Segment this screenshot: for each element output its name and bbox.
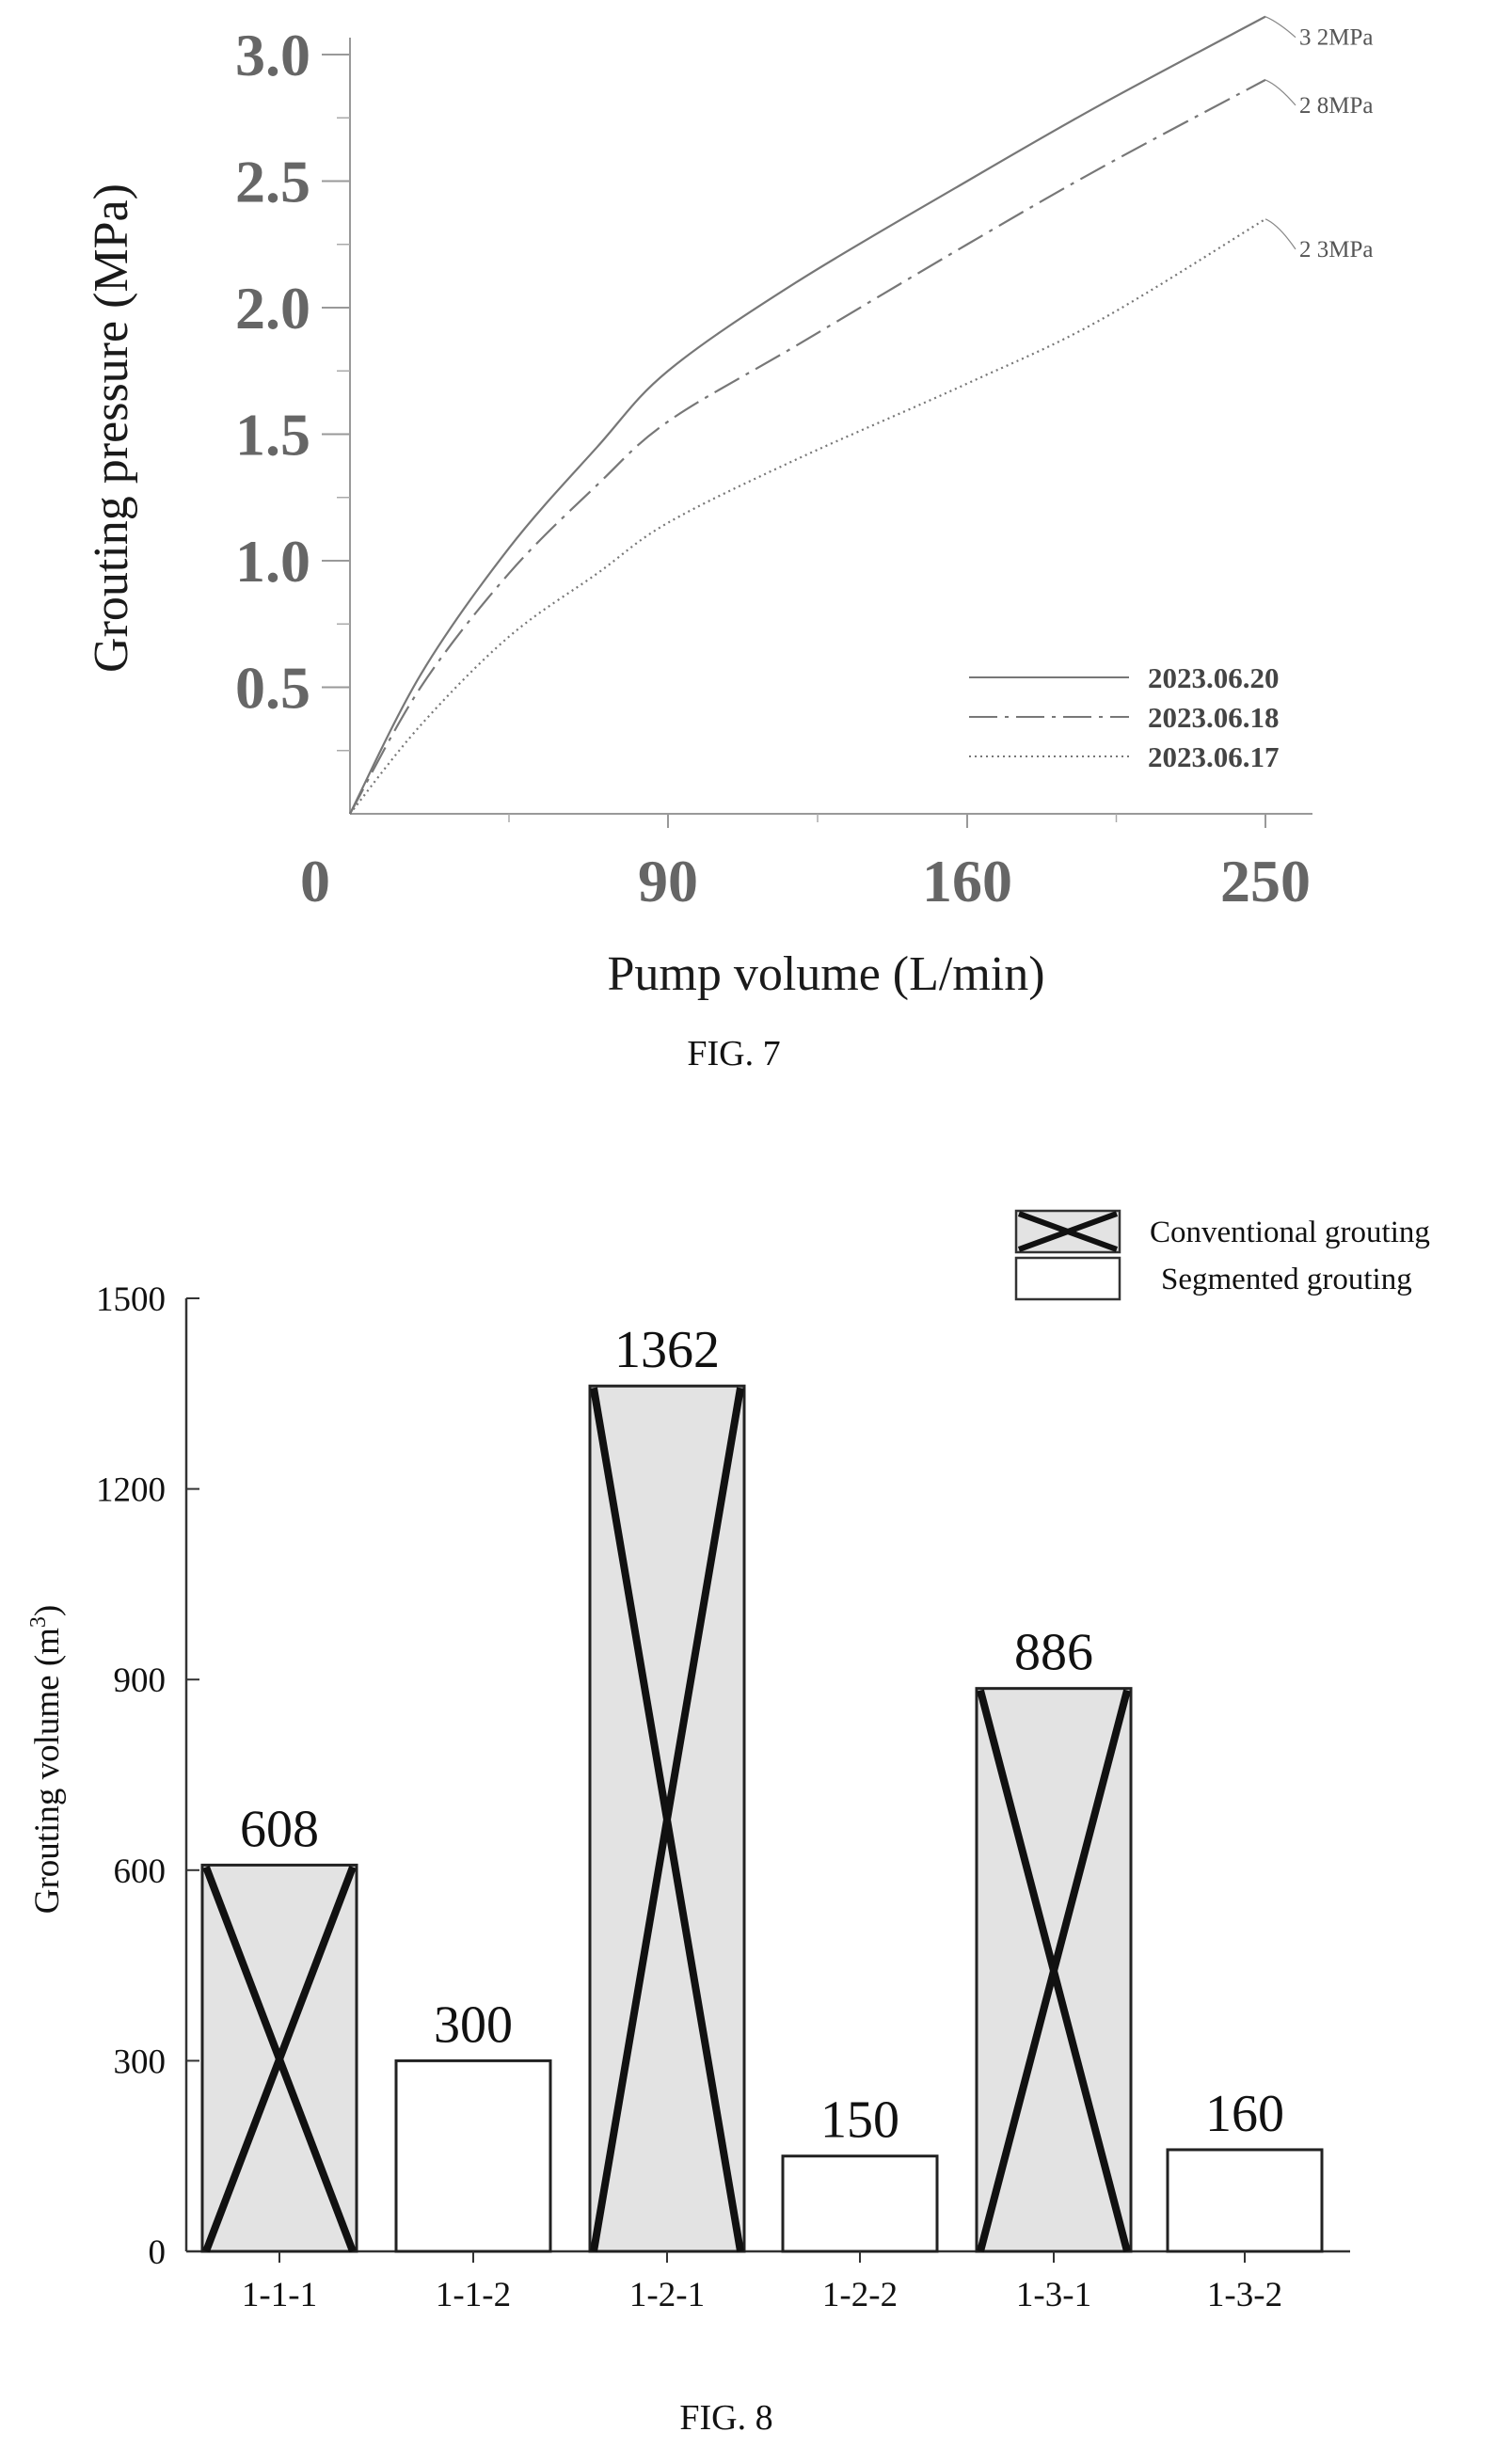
fig7-x-ticks: 0 90 160 250 bbox=[300, 814, 1311, 914]
fig8-y-tick-label: 1200 bbox=[96, 1471, 166, 1510]
fig8-y-axis-label-end: ) bbox=[28, 1605, 67, 1616]
fig8-y-tick-label: 300 bbox=[114, 2043, 167, 2081]
fig7-x-tick-label: 160 bbox=[922, 848, 1012, 914]
fig7-series-line bbox=[349, 78, 1266, 815]
fig8-legend-label: Segmented grouting bbox=[1161, 1263, 1412, 1296]
fig7-y-tick-label: 1.0 bbox=[235, 528, 310, 595]
fig8-x-ticks: 1-1-1 1-1-2 1-2-1 1-2-2 1-3-1 1-3-2 bbox=[242, 2251, 1282, 2314]
fig7-legend: 2023.06.20 2023.06.18 2023.06.17 bbox=[969, 661, 1280, 773]
fig8-x-tick-label: 1-2-1 bbox=[629, 2276, 705, 2314]
fig7-y-axis-label: Grouting pressure (MPa) bbox=[85, 183, 138, 673]
fig8-x-tick-label: 1-1-1 bbox=[242, 2276, 317, 2314]
fig8-legend-cross bbox=[1017, 1211, 1119, 1252]
fig8-data-label: 150 bbox=[820, 2091, 899, 2150]
fig7-x-axis-label: Pump volume (L/min) bbox=[607, 947, 1044, 1001]
fig8-data-label: 160 bbox=[1205, 2085, 1284, 2143]
fig8-y-axis-label-sup: 3 bbox=[26, 1616, 51, 1628]
fig8-x-tick-label: 1-2-2 bbox=[822, 2276, 898, 2314]
fig7-legend-label: 2023.06.18 bbox=[1148, 701, 1280, 734]
fig8-bar bbox=[781, 2154, 939, 2253]
fig8-legend-swatch bbox=[1014, 1256, 1121, 1301]
fig7-end-label: 2 3MPa bbox=[1299, 237, 1373, 262]
fig8-data-label: 886 bbox=[1014, 1624, 1093, 1682]
fig7-y-ticks: 0.5 1.0 1.5 2.0 2.5 3.0 bbox=[235, 22, 350, 752]
fig7-x-tick-label: 90 bbox=[638, 848, 698, 914]
fig7-end-label: 3 2MPa bbox=[1299, 25, 1373, 51]
fig8-bar bbox=[394, 2059, 552, 2253]
fig7-x-tick-label: 250 bbox=[1220, 848, 1311, 914]
fig7-series-lines: 3 2MPa 2 8MPa 2 3MPa bbox=[349, 15, 1373, 815]
fig7-end-label-leader bbox=[1264, 16, 1296, 39]
fig8-caption: FIG. 8 bbox=[679, 2398, 772, 2438]
fig7-y-tick-label: 2.0 bbox=[235, 275, 310, 342]
fig8-data-label: 300 bbox=[434, 1995, 513, 2054]
fig8-y-tick-label: 1500 bbox=[96, 1280, 166, 1319]
fig8-data-label: 1362 bbox=[614, 1321, 720, 1379]
fig7-y-tick-label: 1.5 bbox=[235, 402, 310, 469]
fig8-data-label: 608 bbox=[240, 1800, 319, 1858]
fig8-bar bbox=[1166, 2148, 1324, 2253]
fig7-end-label: 2 8MPa bbox=[1299, 93, 1373, 119]
fig8-bar-cross bbox=[590, 1387, 744, 2252]
fig8-y-tick-label: 0 bbox=[149, 2233, 167, 2272]
fig8-y-tick-label: 900 bbox=[114, 1661, 167, 1700]
fig8-y-axis-label: Grouting volume (m3) bbox=[26, 1605, 67, 1915]
fig8-y-ticks: 0 300 600 900 1200 1500 bbox=[96, 1280, 199, 2272]
fig8-y-axis-label-main: Grouting volume (m bbox=[28, 1628, 67, 1914]
fig7-legend-label: 2023.06.20 bbox=[1148, 661, 1280, 694]
fig8-bar-chart: 0 300 600 900 1200 1500 608 300 1362 150 886 160 1… bbox=[26, 1209, 1430, 2438]
fig7-end-label-leader bbox=[1264, 79, 1296, 106]
fig7-y-tick-label: 2.5 bbox=[235, 149, 310, 215]
fig8-legend-label: Conventional grouting bbox=[1150, 1216, 1430, 1249]
fig7-y-tick-label: 0.5 bbox=[235, 655, 310, 722]
fig8-legend: Conventional grouting Segmented grouting bbox=[1014, 1209, 1430, 1301]
fig8-x-tick-label: 1-1-2 bbox=[436, 2276, 511, 2314]
fig7-y-tick-label: 3.0 bbox=[235, 22, 310, 88]
fig8-bar-cross bbox=[977, 1689, 1131, 2253]
fig7-series-line bbox=[349, 15, 1266, 815]
fig8-x-tick-label: 1-3-2 bbox=[1207, 2276, 1282, 2314]
fig7-series-line bbox=[349, 217, 1266, 815]
fig7-legend-label: 2023.06.17 bbox=[1148, 740, 1280, 773]
fig7-line-chart: 0.5 1.0 1.5 2.0 2.5 3.0 0 90 160 250 3 2MPa 2 8MP… bbox=[85, 15, 1373, 1073]
fig8-y-tick-label: 600 bbox=[114, 1852, 167, 1891]
fig8-bars: 608 300 1362 150 886 160 bbox=[200, 1321, 1324, 2253]
fig7-end-label-leader bbox=[1264, 218, 1296, 250]
fig7-caption: FIG. 7 bbox=[687, 1034, 780, 1073]
fig7-x-tick-label: 0 bbox=[300, 848, 330, 914]
fig8-x-tick-label: 1-3-1 bbox=[1016, 2276, 1091, 2314]
fig8-bar-cross bbox=[202, 1865, 357, 2253]
